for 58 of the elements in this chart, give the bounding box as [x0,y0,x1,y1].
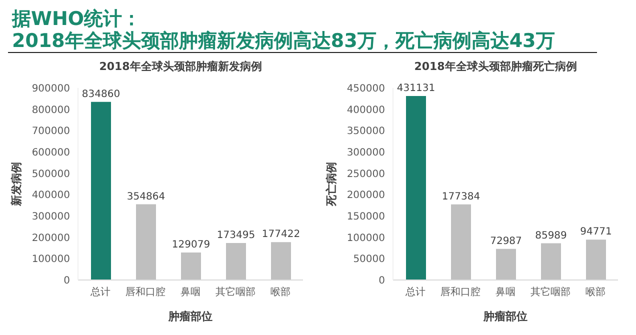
data-label: 177384 [442,191,480,202]
x-tick-label: 鼻咽 [496,286,516,298]
bar [496,248,516,280]
x-axis-title: 肿瘤部位 [168,310,212,323]
data-label: 834860 [82,88,120,100]
bar [136,204,156,280]
y-tick-label: 0 [378,276,385,287]
y-tick-label: 800000 [32,104,70,116]
x-tick-label: 喉部 [586,286,606,298]
y-tick-label: 350000 [346,126,385,138]
y-tick-label: 600000 [32,148,70,159]
y-tick-label: 200000 [346,190,385,202]
x-tick-label: 鼻咽 [180,286,200,298]
y-tick-label: 900000 [32,84,70,95]
x-tick-label: 喉部 [270,286,290,298]
data-label: 173495 [216,230,256,241]
y-tick-label: 500000 [32,168,70,180]
x-tick-label: 其它咽部 [216,286,256,298]
y-tick-label: 300000 [32,212,70,223]
chart-title: 2018年全球头颈部肿瘤死亡病例 [413,59,578,74]
data-label: 177422 [262,229,300,240]
text: 2018年全球头颈部肿瘤新发病例高达83万，死亡病例高达43万 [12,30,556,52]
bar [541,243,561,280]
text: 据WHO统计： [12,8,142,30]
x-axis-title: 肿瘤部位 [482,310,528,323]
bar [271,242,291,280]
bar [226,242,246,280]
x-tick-label: 唇和口腔 [126,286,166,298]
y-tick-label: 0 [64,276,70,287]
y-tick-label: 50000 [353,254,385,266]
data-label: 94771 [580,226,612,238]
y-tick-label: 300000 [346,148,385,159]
y-tick-label: 250000 [346,168,385,180]
x-tick-label: 总计 [404,286,426,298]
y-tick-label: 100000 [32,254,70,266]
bar [91,102,111,280]
y-axis-title: 新发病例 [10,162,23,207]
bar [181,252,201,280]
y-tick-label: 700000 [32,126,70,138]
y-tick-label: 450000 [346,84,385,95]
y-tick-label: 400000 [32,190,70,202]
bar [451,204,471,280]
x-tick-label: 总计 [90,286,110,298]
data-label: 85989 [535,230,567,242]
y-tick-label: 150000 [346,212,385,223]
data-label: 72987 [490,236,522,247]
x-tick-label: 唇和口腔 [440,286,480,298]
data-label: 431131 [396,83,436,94]
y-tick-label: 400000 [346,104,385,116]
y-tick-label: 200000 [32,232,70,244]
data-label: 354864 [126,191,166,202]
chart-title: 2018年全球头颈部肿瘤新发病例 [98,59,263,74]
x-tick-label: 其它咽部 [530,286,570,298]
y-tick-label: 100000 [346,232,385,244]
y-axis-title: 死亡病例 [324,162,338,207]
bar [586,240,606,280]
data-label: 129079 [172,239,210,250]
bar [406,96,426,280]
